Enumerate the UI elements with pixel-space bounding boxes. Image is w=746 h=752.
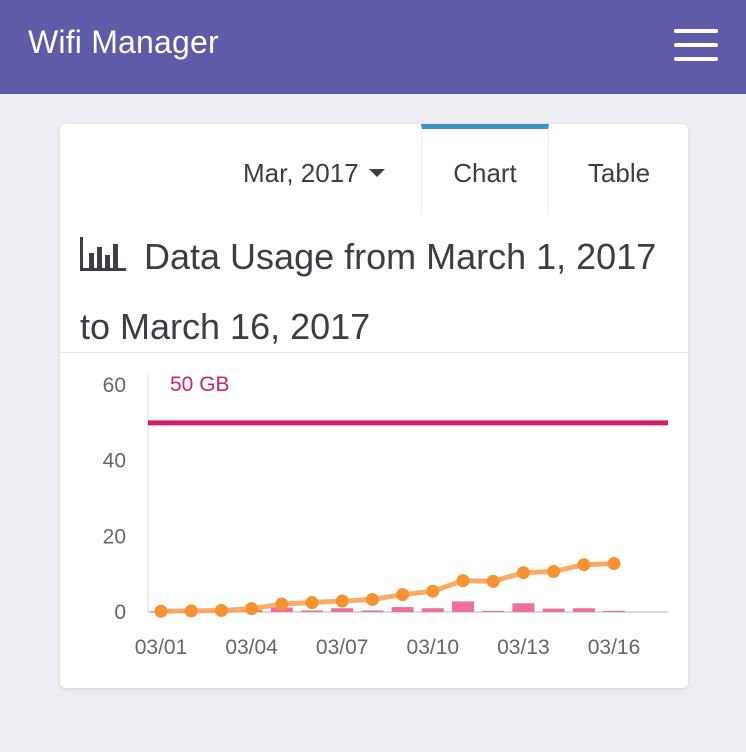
menu-line xyxy=(674,43,718,47)
usage-card: Mar, 2017 Chart Table Data Usage from Ma… xyxy=(60,124,688,688)
limit-label: 50 GB xyxy=(170,373,230,396)
cumulative-usage-point xyxy=(365,593,379,607)
usage-chart: 60 40 20 0 03/01 03/04 03/07 03/10 03/13 03/16 50 … xyxy=(103,373,668,659)
cumulative-usage-point xyxy=(426,584,440,598)
app-title: Wifi Manager xyxy=(28,24,219,60)
daily-usage-bar xyxy=(452,601,474,612)
menu-line xyxy=(674,57,718,61)
daily-usage-bar xyxy=(391,607,414,612)
cumulative-usage-line xyxy=(160,561,615,614)
cumulative-usage-point xyxy=(154,604,168,618)
cumulative-usage-point xyxy=(607,557,621,571)
x-tick-label: 03/01 xyxy=(135,636,188,659)
month-dropdown[interactable]: Mar, 2017 xyxy=(243,158,385,189)
y-tick-label: 60 xyxy=(103,374,126,397)
x-tick-label: 03/07 xyxy=(316,636,369,659)
cumulative-usage-point xyxy=(396,588,410,602)
tab-table[interactable]: Table xyxy=(587,158,651,188)
cumulative-usage-point xyxy=(547,565,561,579)
cumulative-usage-point xyxy=(577,558,591,572)
x-tick-label: 03/16 xyxy=(588,636,641,659)
daily-usage-bar xyxy=(482,610,505,612)
y-tick-label: 0 xyxy=(114,601,126,624)
bar-chart-icon xyxy=(80,237,126,271)
hamburger-menu-icon[interactable] xyxy=(672,27,720,63)
daily-usage-bar xyxy=(572,608,595,612)
chart-heading: Data Usage from March 1, 2017 to March 1… xyxy=(80,222,680,362)
cumulative-usage-point xyxy=(335,594,349,608)
cumulative-usage-point xyxy=(456,574,470,588)
daily-usage-bar xyxy=(301,610,323,612)
cumulative-usage-point xyxy=(214,603,228,617)
daily-usage-bar xyxy=(331,608,354,612)
daily-usage-bar xyxy=(603,610,625,612)
daily-usage-bar xyxy=(542,608,565,612)
caret-down-icon xyxy=(368,169,385,178)
y-tick-label: 20 xyxy=(103,525,126,548)
x-tick-label: 03/10 xyxy=(407,636,460,659)
tab-chart[interactable]: Chart xyxy=(421,124,549,214)
cumulative-usage-point xyxy=(516,566,530,580)
daily-usage-bar xyxy=(361,610,384,612)
menu-line xyxy=(674,29,718,33)
x-tick-label: 03/13 xyxy=(497,636,550,659)
cumulative-usage-point xyxy=(245,602,259,616)
cumulative-usage-point xyxy=(275,597,289,611)
cumulative-usage-point xyxy=(305,596,319,610)
daily-usage-bar xyxy=(421,608,444,612)
x-tick-label: 03/04 xyxy=(225,636,278,659)
cumulative-usage-point xyxy=(184,604,198,618)
chart-heading-text: Data Usage from March 1, 2017 to March 1… xyxy=(80,236,657,347)
divider xyxy=(60,352,688,353)
cumulative-usage-point xyxy=(486,574,500,588)
y-tick-label: 40 xyxy=(103,450,126,473)
top-app-bar: Wifi Manager xyxy=(0,0,746,94)
daily-usage-bar xyxy=(512,603,535,612)
month-dropdown-value: Mar, 2017 xyxy=(243,158,359,188)
